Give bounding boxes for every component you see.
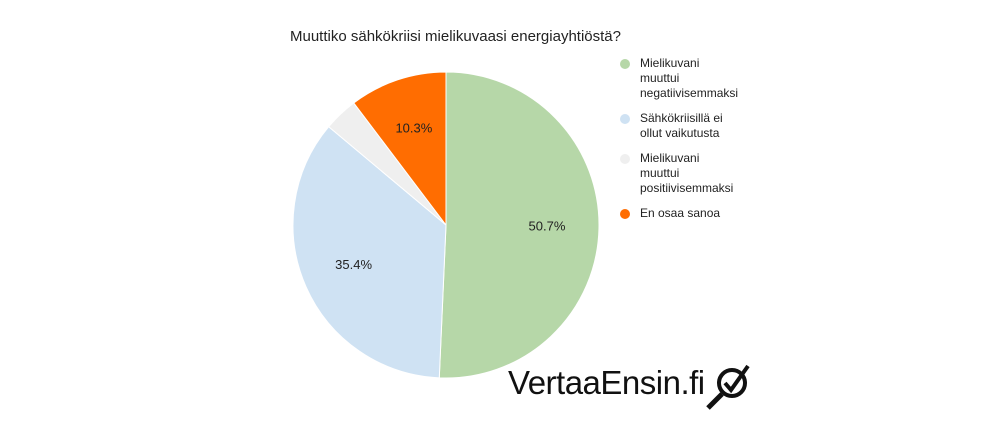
slice-label: 35.4% (335, 257, 372, 272)
slice-label: 10.3% (395, 121, 432, 136)
legend-item: Mielikuvani muuttui positiivisemmaksi (616, 151, 740, 196)
legend-swatch (620, 209, 630, 219)
legend-item: En osaa sanoa (616, 206, 740, 221)
legend-label: En osaa sanoa (640, 206, 721, 220)
legend: Mielikuvani muuttui negatiivisemmaksi Säh… (616, 56, 746, 231)
pie-slice (353, 71, 447, 227)
pie-slice (438, 71, 600, 379)
slice-label: 50.7% (529, 219, 566, 234)
legend-label: Sähkökriisillä ei ollut vaikutusta (640, 111, 723, 140)
legend-swatch (620, 154, 630, 164)
logo: VertaaEnsin.fi (508, 364, 705, 401)
legend-label: Mielikuvani muuttui negatiivisemmaksi (640, 56, 739, 100)
legend-label: Mielikuvani muuttui positiivisemmaksi (640, 151, 734, 195)
legend-item: Mielikuvani muuttui negatiivisemmaksi (616, 56, 740, 101)
legend-swatch (620, 59, 630, 69)
legend-swatch (620, 114, 630, 124)
logo-icon (706, 364, 750, 410)
chart-title: Muuttiko sähkökriisi mielikuvaasi energi… (290, 28, 621, 45)
pie-slice (292, 126, 447, 379)
legend-item: Sähkökriisillä ei ollut vaikutusta (616, 111, 740, 141)
